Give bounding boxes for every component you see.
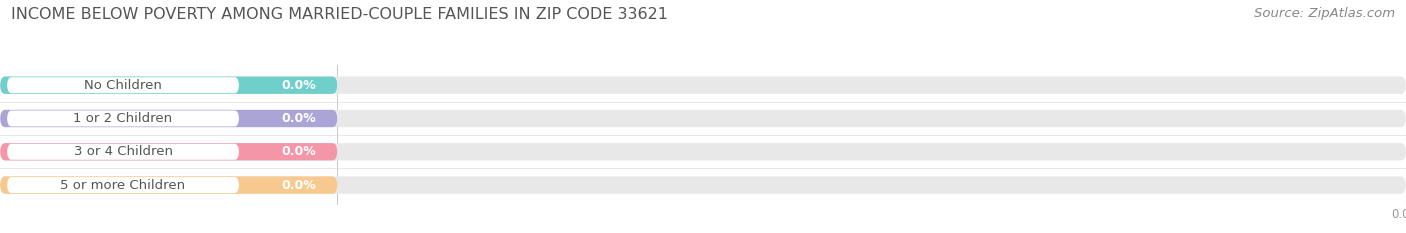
- FancyBboxPatch shape: [0, 77, 337, 94]
- FancyBboxPatch shape: [0, 143, 1406, 161]
- Text: No Children: No Children: [84, 79, 162, 92]
- FancyBboxPatch shape: [0, 143, 337, 161]
- Text: INCOME BELOW POVERTY AMONG MARRIED-COUPLE FAMILIES IN ZIP CODE 33621: INCOME BELOW POVERTY AMONG MARRIED-COUPL…: [11, 7, 668, 22]
- Text: 3 or 4 Children: 3 or 4 Children: [73, 145, 173, 158]
- Text: 0.0%: 0.0%: [281, 79, 316, 92]
- FancyBboxPatch shape: [0, 176, 1406, 194]
- FancyBboxPatch shape: [0, 110, 1406, 127]
- FancyBboxPatch shape: [7, 177, 239, 193]
- FancyBboxPatch shape: [0, 77, 1406, 94]
- Text: 1 or 2 Children: 1 or 2 Children: [73, 112, 173, 125]
- FancyBboxPatch shape: [0, 110, 337, 127]
- Text: 5 or more Children: 5 or more Children: [60, 178, 186, 192]
- FancyBboxPatch shape: [7, 144, 239, 160]
- Text: 0.0%: 0.0%: [281, 178, 316, 192]
- FancyBboxPatch shape: [7, 77, 239, 93]
- Text: 0.0%: 0.0%: [281, 145, 316, 158]
- Text: Source: ZipAtlas.com: Source: ZipAtlas.com: [1254, 7, 1395, 20]
- FancyBboxPatch shape: [0, 176, 337, 194]
- Text: 0.0%: 0.0%: [281, 112, 316, 125]
- FancyBboxPatch shape: [7, 110, 239, 127]
